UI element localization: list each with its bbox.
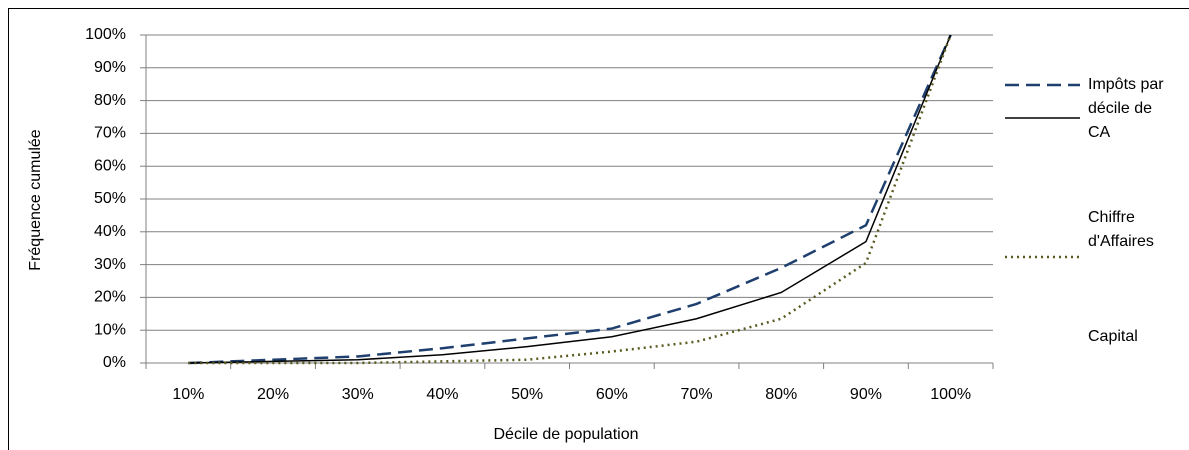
x-tick-label: 60% — [596, 386, 628, 403]
y-tick-label: 30% — [94, 256, 126, 273]
x-tick-label: 70% — [681, 386, 713, 403]
x-tick-label: 90% — [850, 386, 882, 403]
x-tick-label: 100% — [930, 386, 971, 403]
legend-label: Chiffre d'Affaires — [1088, 209, 1154, 250]
y-tick-label: 80% — [94, 92, 126, 109]
x-axis-label: Décile de population — [494, 426, 639, 443]
series-line — [188, 34, 952, 365]
y-tick-label: 20% — [94, 289, 126, 306]
y-tick-label: 10% — [94, 321, 126, 338]
y-tick-label: 70% — [94, 125, 126, 142]
y-tick-label: 0% — [103, 354, 126, 371]
y-tick-label: 100% — [85, 26, 126, 43]
x-tick-label: 40% — [426, 386, 458, 403]
y-tick-label: 60% — [94, 157, 126, 174]
y-tick-label: 50% — [94, 190, 126, 207]
series-line — [188, 34, 952, 365]
y-axis-label: Fréquence cumulée — [27, 129, 44, 271]
x-tick-label: 10% — [172, 386, 204, 403]
x-tick-label: 50% — [511, 386, 543, 403]
y-tick-label: 40% — [94, 223, 126, 240]
y-tick-label: 90% — [94, 59, 126, 76]
x-tick-label: 20% — [257, 386, 289, 403]
legend-label: Impôts par décile de CA — [1088, 76, 1164, 141]
legend-label: Capital — [1088, 328, 1138, 345]
series-line — [188, 34, 952, 364]
x-tick-label: 30% — [342, 386, 374, 403]
x-tick-label: 80% — [765, 386, 797, 403]
